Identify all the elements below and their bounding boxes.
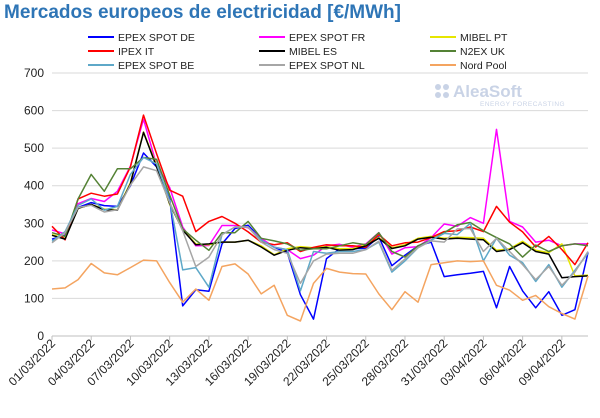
y-tick-label: 300 (24, 216, 44, 230)
y-tick-label: 400 (24, 179, 44, 193)
series-line-epex-spot-nl (51, 166, 589, 287)
data-series (51, 114, 589, 322)
series-line-ipex-it (51, 114, 589, 266)
logo-tagline: ENERGY FORECASTING (480, 101, 565, 108)
y-tick-label: 200 (24, 254, 44, 268)
y-tick-label: 600 (24, 104, 44, 118)
legend-label: EPEX SPOT DE (118, 32, 195, 44)
series-line-epex-spot-fr (51, 118, 588, 260)
logo-dot (443, 92, 449, 98)
legend-label: MIBEL ES (289, 46, 337, 58)
legend-label: MIBEL PT (460, 32, 508, 44)
legend-label: EPEX SPOT NL (289, 60, 365, 72)
logo-dot (435, 92, 441, 98)
legend-label: IPEX IT (118, 46, 155, 58)
logo-brand-text: AleaSoft (453, 82, 522, 101)
legend-label: EPEX SPOT BE (118, 60, 194, 72)
legend-label: Nord Pool (460, 60, 507, 72)
y-tick-label: 500 (24, 141, 44, 155)
legend: EPEX SPOT DE EPEX SPOT FR MIBEL PT IPEX IT M… (88, 32, 508, 72)
logo-dot (435, 84, 441, 90)
y-tick-label: 0 (37, 329, 44, 343)
y-tick-label: 100 (24, 291, 44, 305)
series-line-nord-pool (51, 259, 589, 322)
aleasoft-logo: AleaSoft ENERGY FORECASTING (435, 82, 565, 108)
axes: 010020030040050060070001/03/202204/03/20… (6, 66, 588, 389)
chart-title: Mercados europeos de electricidad [€/MWh… (4, 2, 401, 23)
legend-label: N2EX UK (460, 46, 505, 58)
logo-dot (443, 84, 449, 90)
y-tick-label: 700 (24, 66, 44, 80)
legend-label: EPEX SPOT FR (289, 32, 366, 44)
